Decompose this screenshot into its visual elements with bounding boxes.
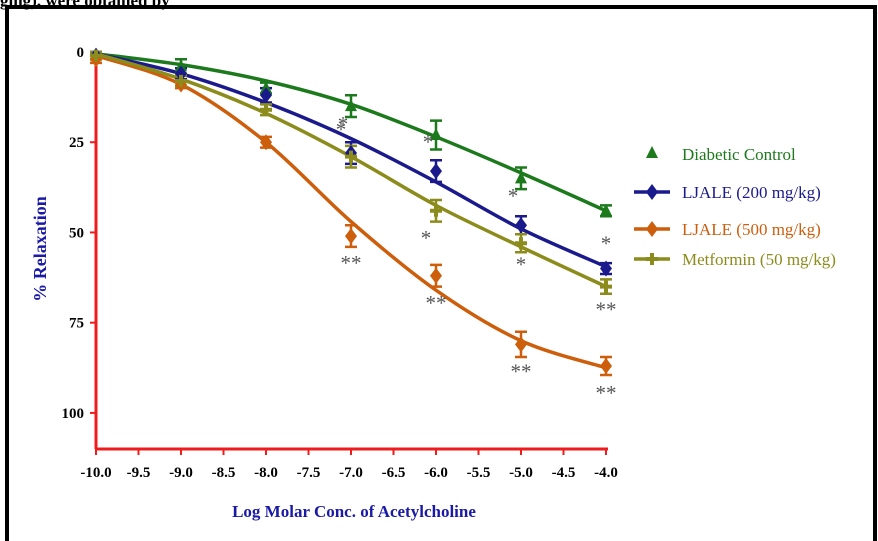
data-point-ljale-500-mg-kg — [600, 357, 612, 374]
x-tick-label: -8.0 — [254, 465, 278, 481]
data-point-diabetic-control — [600, 203, 612, 216]
data-point-ljale-500-mg-kg — [430, 267, 442, 284]
significance-mark-metformin-50-mg-kg: * — [421, 226, 432, 250]
legend-marker-metformin-50-mg-kg — [646, 253, 658, 265]
significance-mark-ljale-200-mg-kg: * — [508, 184, 519, 208]
data-point-metformin-50-mg-kg — [175, 74, 187, 87]
data-point-metformin-50-mg-kg — [260, 103, 272, 116]
legend-label-diabetic-control: Diabetic Control — [682, 145, 796, 164]
data-point-diabetic-control — [175, 59, 187, 72]
significance-mark-ljale-200-mg-kg: * — [423, 130, 434, 154]
significance-marks: ***************** — [336, 112, 617, 405]
x-tick-label: -5.5 — [467, 465, 491, 481]
x-axis-title: Log Molar Conc. of Acetylcholine — [232, 502, 476, 521]
data-point-diabetic-control — [345, 99, 357, 112]
axes: 0 25 50 75 100 -10.0 -9.5 -9.0 -8.5 -8.0 -7.5 -7.0 -… — [62, 45, 618, 481]
x-tick-label: -7.5 — [297, 465, 321, 481]
x-tick-label: -8.5 — [212, 465, 236, 481]
data-point-metformin-50-mg-kg — [515, 237, 527, 250]
legend: Diabetic Control LJALE (200 mg/kg) LJALE (… — [634, 145, 836, 269]
data-point-metformin-50-mg-kg — [90, 49, 102, 62]
x-tick-label: -10.0 — [80, 465, 111, 481]
significance-mark-ljale-500-mg-kg: ** — [426, 291, 447, 315]
x-tick-label: -9.0 — [169, 465, 193, 481]
data-point-diabetic-control — [260, 81, 272, 94]
y-tick-label: 75 — [69, 316, 84, 332]
data-point-metformin-50-mg-kg — [430, 204, 442, 217]
significance-mark-ljale-500-mg-kg: ** — [341, 251, 362, 275]
y-tick-label: 50 — [69, 225, 84, 241]
data-point-ljale-200-mg-kg — [260, 87, 272, 104]
significance-mark-ljale-200-mg-kg: * — [601, 232, 612, 256]
data-point-metformin-50-mg-kg — [600, 280, 612, 293]
significance-mark-ljale-500-mg-kg: ** — [596, 381, 617, 405]
data-point-ljale-500-mg-kg — [345, 228, 357, 245]
y-tick-label: 0 — [77, 45, 85, 61]
data-point-ljale-200-mg-kg — [430, 163, 442, 180]
significance-mark-ljale-200-mg-kg: * — [338, 112, 349, 136]
x-tick-label: -7.0 — [339, 465, 363, 481]
legend-label-ljale-200-mg-kg: LJALE (200 mg/kg) — [682, 183, 821, 202]
data-points — [90, 47, 612, 374]
legend-marker-ljale-500-mg-kg — [646, 221, 658, 237]
data-point-ljale-500-mg-kg — [260, 134, 272, 151]
data-point-ljale-200-mg-kg — [600, 260, 612, 277]
x-tick-label: -6.0 — [424, 465, 448, 481]
data-point-ljale-200-mg-kg — [175, 65, 187, 82]
x-tick-label: -9.5 — [127, 465, 151, 481]
legend-marker-ljale-200-mg-kg — [646, 184, 658, 200]
data-point-metformin-50-mg-kg — [345, 150, 357, 163]
data-point-diabetic-control — [430, 128, 442, 141]
significance-mark-metformin-50-mg-kg: ** — [596, 298, 617, 322]
data-point-diabetic-control — [515, 171, 527, 184]
significance-mark-metformin-50-mg-kg: * — [336, 118, 347, 142]
significance-mark-metformin-50-mg-kg: * — [516, 252, 527, 276]
data-point-ljale-500-mg-kg — [515, 336, 527, 353]
data-point-ljale-200-mg-kg — [515, 217, 527, 234]
legend-marker-diabetic-control — [646, 146, 658, 158]
x-tick-label: -5.0 — [509, 465, 533, 481]
figure-frame — [5, 5, 877, 541]
legend-label-ljale-500-mg-kg: LJALE (500 mg/kg) — [682, 220, 821, 239]
x-tick-label: -4.0 — [594, 465, 618, 481]
legend-label-metformin-50-mg-kg: Metformin (50 mg/kg) — [682, 250, 836, 269]
y-tick-label: 100 — [62, 406, 85, 422]
significance-mark-ljale-500-mg-kg: ** — [511, 359, 532, 383]
x-tick-label: -6.5 — [382, 465, 406, 481]
y-axis-title: % Relaxation — [30, 196, 50, 302]
x-tick-label: -4.5 — [552, 465, 576, 481]
y-tick-label: 25 — [69, 135, 84, 151]
